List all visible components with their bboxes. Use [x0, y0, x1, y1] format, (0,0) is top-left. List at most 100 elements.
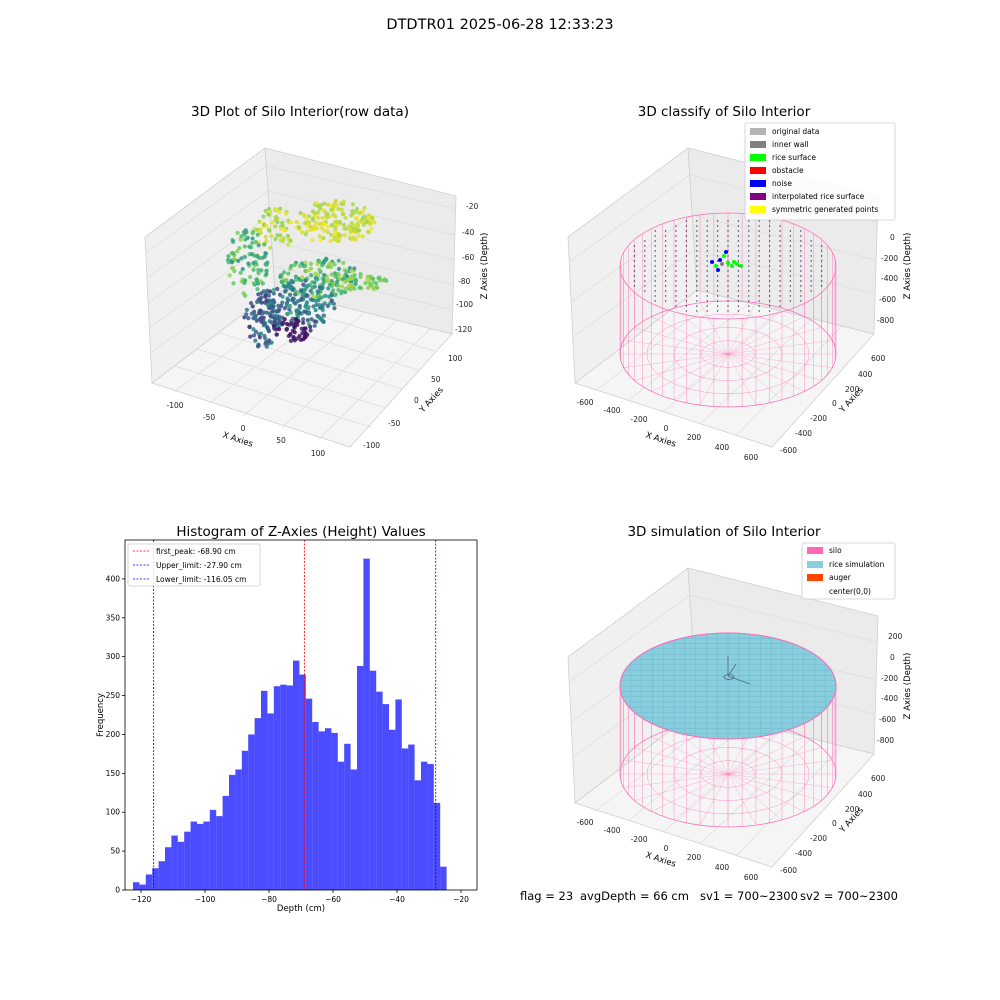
raw-point [267, 289, 273, 294]
classify-grid-point [748, 250, 750, 252]
classify-grid-point [789, 255, 792, 257]
classify-grid-point [664, 280, 667, 282]
legend-swatch-symmetric [750, 206, 766, 213]
histogram-frame [124, 539, 478, 891]
raw-point [290, 280, 296, 285]
raw-point [333, 274, 338, 279]
classify-grid-point [675, 285, 677, 287]
classify-grid-point [696, 280, 698, 282]
raw-point [301, 212, 307, 217]
histogram-bar [312, 722, 319, 890]
raw-point [298, 210, 303, 216]
silo-floor-spoke [727, 353, 805, 392]
simulation-ytick: 600 [871, 774, 886, 783]
classify-grid-point [789, 275, 792, 277]
legend-label: silo [829, 546, 842, 555]
histogram-xtick-label: −40 [389, 895, 405, 904]
raw-point [357, 285, 362, 290]
classify-ytick: -400 [795, 429, 812, 438]
silo-floor-spoke [727, 773, 822, 801]
classify-grid-point [810, 275, 812, 277]
raw-point [348, 229, 353, 234]
simulation-legend-box [801, 542, 896, 600]
raw-point [286, 242, 291, 247]
histogram-xtick-label: −120 [131, 895, 152, 904]
raw-point [336, 272, 341, 277]
classify-plot-title: 3D classify of Silo Interior [637, 104, 811, 120]
raw-point [326, 278, 331, 283]
classify-grid-point [768, 235, 771, 237]
raw-point [283, 228, 288, 233]
classify-grid-point [810, 240, 812, 242]
legend-label: symmetric generated points [772, 205, 878, 214]
raw-point [303, 278, 308, 283]
raw-point [375, 285, 380, 291]
classify-grid-point [664, 240, 667, 242]
raw-point [256, 267, 261, 273]
simulation-auger [723, 656, 751, 685]
classify-grid-point [716, 235, 719, 237]
raw-point [269, 233, 274, 239]
classify-grid-point [748, 230, 750, 232]
raw-point [331, 301, 336, 306]
classify-rice-point [730, 264, 734, 268]
raw-point [369, 226, 374, 231]
classify-grid-point [727, 230, 729, 232]
classify-grid-point [633, 275, 636, 277]
classify-grid-point [789, 295, 792, 297]
legend-label: noise [772, 179, 792, 188]
raw-point [303, 232, 308, 237]
raw-point [248, 274, 253, 280]
raw-point [268, 245, 273, 250]
raw-point [360, 234, 365, 239]
classify-grid-point [737, 235, 740, 237]
raw-point [298, 337, 304, 343]
raw-point [321, 280, 326, 285]
silo-floor-spoke [699, 353, 729, 406]
raw-point [251, 267, 256, 272]
classify-grid-point [696, 300, 698, 302]
simulation-ztick: -400 [881, 694, 898, 703]
raw-point [243, 278, 248, 283]
raw-point [315, 289, 320, 294]
legend-swatch-noise [750, 180, 766, 187]
histogram-bar [401, 748, 409, 890]
histogram-bar [248, 734, 255, 890]
classify-grid-point [706, 305, 708, 307]
legend-swatch-interpolated [750, 193, 766, 200]
raw-point [302, 220, 308, 226]
classify-grid-point [748, 235, 750, 237]
raw-point [324, 215, 329, 220]
histogram-bar [209, 809, 217, 890]
classify-ytick: 400 [858, 370, 873, 379]
raw-point [300, 320, 306, 325]
raw-point [305, 293, 310, 298]
classify-grid-point [758, 255, 760, 257]
raw-point [293, 321, 298, 326]
classify-grid-point [675, 235, 677, 237]
classify-grid-point [644, 265, 646, 267]
histogram-chart: −120 −100 −80 −60 −40 −20 0 50 100 150 200 250 300 3… [96, 539, 478, 914]
raw-point [366, 230, 371, 235]
raw-point [278, 206, 283, 211]
classify-grid-point [716, 245, 719, 247]
raw-point [349, 283, 354, 288]
raw-point [255, 232, 260, 237]
raw-point [264, 268, 269, 273]
classify-grid-point [737, 250, 740, 252]
status-avg-depth: avgDepth = 66 cm [580, 889, 689, 903]
status-sv2: sv2 = 700~2300 [800, 889, 898, 903]
raw-point [257, 335, 262, 340]
classify-legend: original data inner wall rice surface ob… [744, 122, 896, 221]
classify-grid-point [820, 245, 823, 247]
classify-grid-point [758, 235, 760, 237]
raw-point [256, 292, 261, 297]
classify-grid-point [696, 255, 698, 257]
classify-ytick: 200 [845, 385, 860, 394]
classify-grid-point [654, 265, 656, 267]
classify-grid-point [706, 255, 708, 257]
raw-point [322, 273, 327, 278]
raw-point [360, 209, 365, 214]
histogram-bar [382, 704, 389, 890]
